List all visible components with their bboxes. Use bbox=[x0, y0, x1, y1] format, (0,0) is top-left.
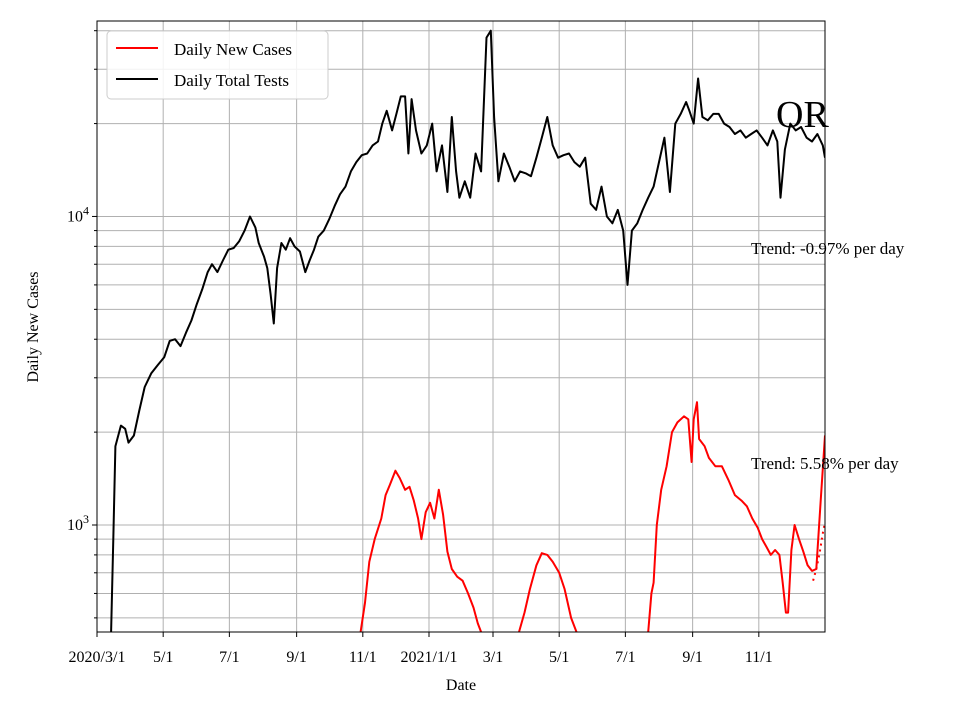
tests-trend-annotation: Trend: -0.97% per day bbox=[751, 239, 905, 258]
y-tick-label: 104 bbox=[67, 203, 89, 225]
x-axis-label: Date bbox=[446, 677, 476, 694]
legend: Daily New Cases Daily Total Tests bbox=[106, 30, 329, 100]
y-axis-label: Daily New Cases bbox=[25, 271, 42, 382]
x-tick-label: 2020/3/1 bbox=[69, 649, 126, 666]
legend-label-cases: Daily New Cases bbox=[174, 40, 292, 59]
y-tick-label: 103 bbox=[67, 512, 89, 534]
x-tick-label: 9/1 bbox=[286, 649, 306, 666]
series-line-daily-new-cases bbox=[359, 401, 825, 632]
x-tick-label: 7/1 bbox=[219, 649, 239, 666]
legend-label-tests: Daily Total Tests bbox=[174, 71, 289, 90]
x-tick-label: 5/1 bbox=[153, 649, 173, 666]
x-tick-label: 3/1 bbox=[483, 649, 503, 666]
ticks: 2020/3/1 5/1 7/1 9/1 11/1 2021/1/1 3/1 5/1 7/1 9/… bbox=[67, 30, 773, 666]
cases-trend-annotation: Trend: 5.58% per day bbox=[751, 454, 899, 473]
plot-frame bbox=[96, 20, 826, 633]
x-tick-label: 7/1 bbox=[615, 649, 635, 666]
series-line-daily-total-tests bbox=[110, 29, 825, 632]
legend-box bbox=[106, 30, 329, 100]
x-tick-label: 2021/1/1 bbox=[401, 649, 458, 666]
x-tick-label: 9/1 bbox=[682, 649, 702, 666]
series-layer bbox=[110, 29, 825, 632]
x-tick-label: 5/1 bbox=[549, 649, 569, 666]
x-tick-label: 11/1 bbox=[349, 649, 377, 666]
x-tick-label: 11/1 bbox=[745, 649, 773, 666]
region-label: OR bbox=[776, 94, 829, 136]
